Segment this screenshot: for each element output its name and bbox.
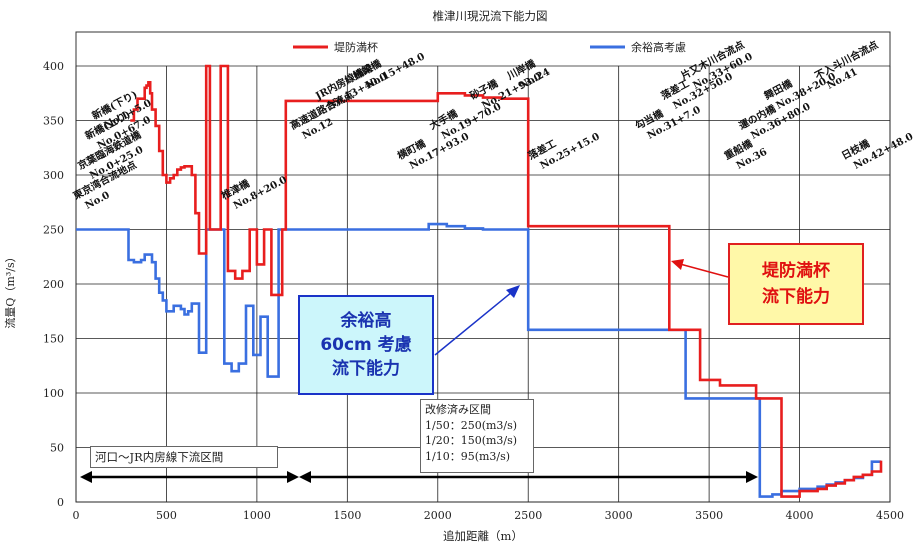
river-mouth-section-note: 河口～JR内房線下流区間 [90, 446, 278, 468]
x-tick-label: 2000 [424, 509, 452, 522]
station-labels: 東京湾合流地点No.0京葉臨海鉄道橋No.0+25.0新橋(上り)No.0+67… [71, 38, 915, 212]
x-axis-label: 追加距離（m） [443, 529, 523, 543]
y-tick-label: 150 [43, 333, 64, 346]
callout-line: 流下能力 [762, 287, 830, 307]
x-tick-labels: 0 500 1000 1500 2000 2500 3000 3500 4000 4500 [73, 509, 905, 522]
x-tick-label: 3000 [605, 509, 633, 522]
data-series [76, 64, 883, 498]
note-line: 1/50：250(m3/s) [425, 418, 518, 432]
callout-line: 堤防満杯 [762, 261, 830, 281]
callout-line: 流下能力 [332, 359, 400, 379]
note-line: 河口～JR内房線下流区間 [95, 450, 224, 464]
chart-title: 椎津川現況流下能力図 [433, 9, 548, 23]
legend-label-red: 堤防満杯 [334, 40, 378, 54]
y-tick-label: 100 [43, 387, 64, 400]
y-axis-label: 流量Q（m³/s） [3, 251, 17, 328]
callout-line: 余裕高 [340, 311, 392, 331]
x-tick-label: 3500 [695, 509, 723, 522]
series-line-0 [130, 64, 883, 498]
x-tick-label: 2500 [514, 509, 542, 522]
y-tick-label: 350 [43, 115, 64, 128]
x-tick-label: 1000 [243, 509, 271, 522]
series-line-1 [76, 222, 881, 498]
y-tick-label: 0 [57, 496, 64, 509]
y-tick-label: 300 [43, 169, 64, 182]
y-tick-label: 250 [43, 224, 64, 237]
note-line: 1/20：150(m3/s) [425, 434, 518, 447]
x-tick-label: 500 [156, 509, 177, 522]
x-tick-label: 4000 [786, 509, 814, 522]
x-tick-label: 4500 [876, 509, 904, 522]
annotation-arrows [80, 259, 758, 483]
bank-full-capacity-callout: 堤防満杯 流下能力 [728, 243, 864, 325]
y-tick-labels: 0 50 100 150 200 250 300 350 400 [43, 60, 64, 509]
legend: 堤防満杯 余裕高考慮 [293, 40, 686, 54]
legend-label-blue: 余裕高考慮 [631, 40, 686, 54]
note-line: 1/10：95(m3/s) [425, 449, 511, 463]
callout-line: 60cm 考慮 [320, 335, 412, 355]
y-tick-label: 50 [50, 442, 64, 455]
x-tick-label: 1500 [333, 509, 361, 522]
freeboard-capacity-callout: 余裕高 60cm 考慮 流下能力 [298, 295, 434, 395]
x-tick-label: 0 [73, 509, 80, 522]
note-line: 改修済み区間 [425, 403, 491, 416]
y-tick-label: 400 [43, 60, 64, 73]
improved-section-note: 改修済み区間 1/50：250(m3/s) 1/20：150(m3/s) 1/1… [420, 399, 534, 473]
y-tick-label: 200 [43, 278, 64, 291]
